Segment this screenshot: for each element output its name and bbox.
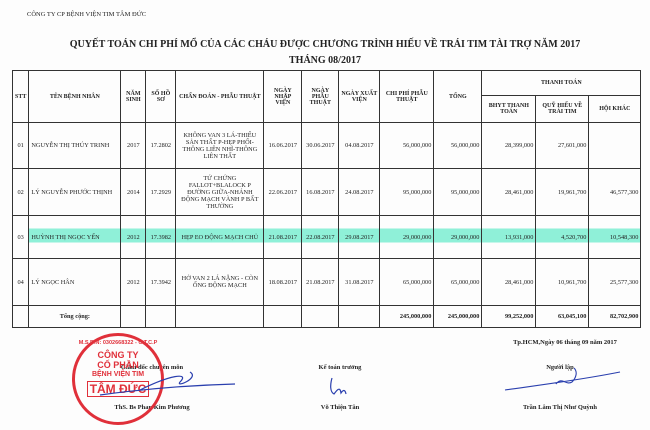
cell-surgery: 16.08.2017: [301, 168, 340, 216]
table-row: 01 NGUYỄN THỊ THÚY TRINH 2017 17.2802 KHÔNG …: [11, 122, 642, 169]
cell-file: 17.2802: [145, 122, 177, 169]
company-stamp: M.S.D.N: 0302668322 - C.T.C.P CÔNG TY CỔ…: [72, 333, 164, 425]
director-signature: [99, 371, 236, 396]
header-cost: CHI PHÍ PHẪU THUẬT: [379, 70, 435, 123]
accountant-title: Kế toán trưởng: [318, 364, 362, 371]
cell-bhyt: 13,931,000: [481, 215, 537, 259]
header-payment: THANH TOÁN: [481, 70, 642, 96]
header-diagnosis: CHẨN ĐOÁN - PHẪU THUẬT: [175, 70, 265, 123]
stamp-line: CÔNG TY: [97, 350, 139, 360]
cell-other: 46,577,300: [588, 168, 642, 216]
cell-total: 65,000,000: [433, 258, 483, 306]
totals-row: Tổng cộng: 245,000,000 245,000,000 99,25…: [11, 305, 642, 328]
cell-other: 10,548,300: [588, 215, 642, 259]
header-discharge: NGÀY XUẤT VIỆN: [338, 70, 381, 123]
stamp-ring-text: M.S.D.N: 0302668322 - C.T.C.P: [78, 340, 158, 346]
cell-diag: KHÔNG VAN 3 LÁ-THIỂU SẢN THẤT P-HẸP PHỔI…: [175, 122, 265, 169]
preparer-title: Người lập: [546, 364, 574, 371]
accountant-signature: [330, 377, 347, 395]
document-title: QUYẾT TOÁN CHI PHÍ MỔ CỦA CÁC CHÁU ĐƯỢC …: [69, 39, 581, 50]
cell-total: 29,000,000: [433, 215, 483, 259]
table-row: 02 LÝ NGUYỄN PHƯỚC THỊNH 2014 17.2929 TỨ CHỨ…: [11, 168, 642, 216]
preparer-signature: [504, 367, 621, 391]
cell-stt: 04: [11, 258, 30, 306]
cell-discharge: 04.08.2017: [338, 122, 381, 169]
accountant-name: Võ Thiện Tân: [320, 404, 360, 411]
cell-discharge: 29.08.2017: [338, 215, 381, 259]
totals-other: 82,702,900: [588, 305, 642, 328]
totals-total: 245,000,000: [433, 305, 483, 328]
stamp-line: BỆNH VIỆN TIM: [91, 371, 145, 378]
table-row: 04 LÝ NGỌC HÂN 2012 17.3942 HỞ VAN 2 LÁ NẶNG…: [11, 258, 642, 306]
signing-date: Tp.HCM,Ngày 06 tháng 09 năm 2017: [513, 339, 617, 346]
cell-cost: 95,000,000: [379, 168, 435, 216]
preparer-name: Trần Lâm Thị Như Quỳnh: [522, 404, 598, 411]
cell-stt: 03: [11, 215, 30, 259]
cell-diag: HỞ VAN 2 LÁ NẶNG - CÒN ỐNG ĐỘNG MẠCH: [175, 258, 265, 306]
cell-year: 2012: [120, 258, 147, 306]
header-bhyt: BHYT THANH TOÁN: [481, 95, 537, 123]
cell-other: [588, 122, 642, 169]
cell-diag: TỨ CHỨNG FALLOT+BLALOCK P ĐƯỜNG GIỮA-NHÁ…: [175, 168, 265, 216]
company-name: CÔNG TY CP BỆNH VIỆN TIM TÂM ĐỨC: [27, 11, 147, 18]
cell-surgery: 30.06.2017: [301, 122, 340, 169]
cell-bhyt: 28,399,000: [481, 122, 537, 169]
header-other: HỘI KHÁC: [588, 95, 642, 123]
cell-other: 25,577,300: [588, 258, 642, 306]
header-year: NĂM SINH: [120, 70, 147, 123]
settlement-table: STT TÊN BỆNH NHÂN NĂM SINH SỐ HỒ SƠ CHẨN…: [11, 70, 642, 328]
cell-admit: 18.08.2017: [263, 258, 303, 306]
header-stt: STT: [11, 70, 30, 123]
cell-admit: 21.08.2017: [263, 215, 303, 259]
cell-fund: 27,601,000: [535, 122, 590, 169]
cell-fund: 4,520,700: [535, 215, 590, 259]
document-subtitle: THÁNG 08/2017: [289, 55, 361, 66]
cell-surgery: 22.08.2017: [301, 215, 340, 259]
table-row: 03 HUỲNH THỊ NGỌC YẾN 2012 17.3982 HẸP EO ĐỘ…: [11, 215, 642, 259]
stamp-line: CỔ PHẦN: [97, 360, 139, 370]
header-surgery: NGÀY PHẪU THUẬT: [301, 70, 340, 123]
cell-year: 2014: [120, 168, 147, 216]
